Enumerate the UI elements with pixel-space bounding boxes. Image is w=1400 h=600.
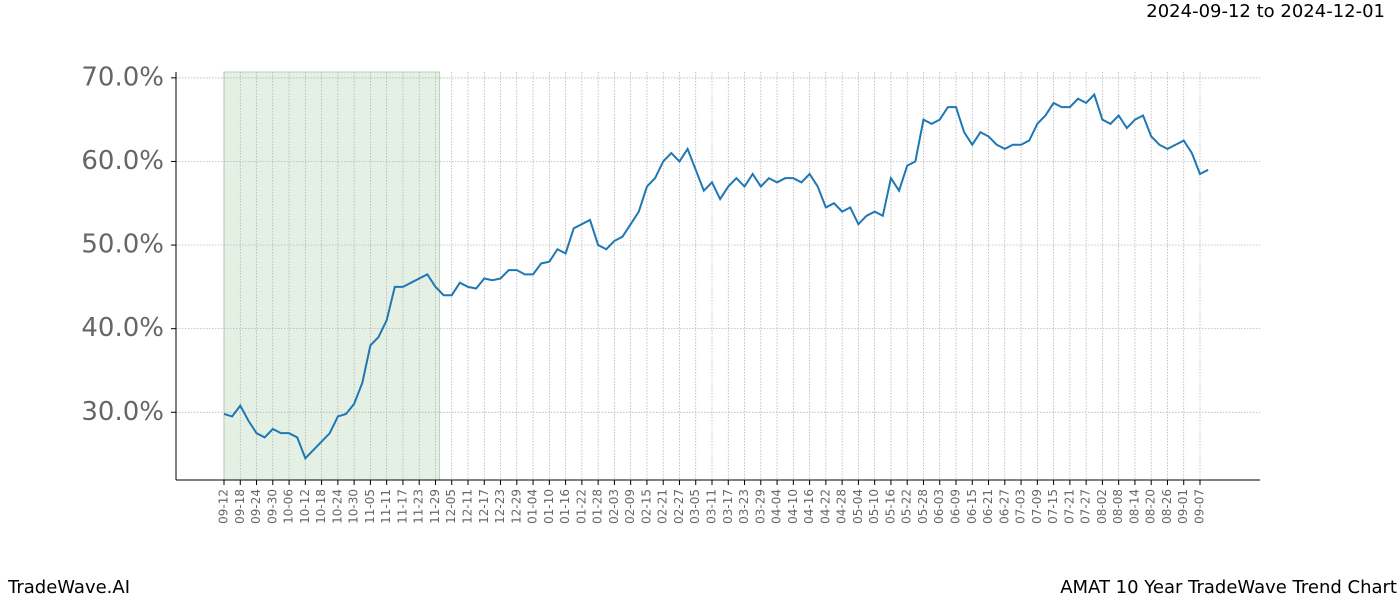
x-tick-label: 08-26 (1160, 489, 1174, 524)
x-tick-label: 07-27 (1079, 489, 1093, 524)
x-tick-label: 05-16 (883, 489, 897, 524)
y-tick-label: 70.0% (81, 62, 164, 92)
highlight-span (223, 71, 441, 481)
x-tick-label: 02-27 (672, 489, 686, 524)
x-tick-label: 06-09 (949, 489, 963, 524)
x-tick-label: 09-30 (265, 489, 279, 524)
trend-line (223, 92, 1209, 461)
x-tick-label: 01-28 (591, 489, 605, 524)
x-tick-label: 09-12 (217, 489, 231, 524)
x-tick-label: 04-22 (818, 489, 832, 524)
x-tick-label: 02-03 (607, 489, 621, 524)
x-tick-label: 08-02 (1095, 489, 1109, 524)
x-tick-label: 11-05 (363, 489, 377, 524)
x-tick-label: 07-21 (1062, 489, 1076, 524)
x-tick-label: 04-10 (786, 489, 800, 524)
x-tick-label: 08-08 (1111, 489, 1125, 524)
x-tick-label: 05-22 (900, 489, 914, 524)
x-tick-label: 07-03 (1014, 489, 1028, 524)
x-tick-label: 01-16 (558, 489, 572, 524)
x-tick-label: 12-29 (509, 489, 523, 524)
x-tick-label: 11-23 (412, 489, 426, 524)
x-tick-label: 01-10 (542, 489, 556, 524)
x-tick-label: 10-12 (298, 489, 312, 524)
x-tick-label: 05-28 (916, 489, 930, 524)
x-tick-label: 07-15 (1046, 489, 1060, 524)
x-tick-label: 10-24 (330, 489, 344, 524)
x-tick-label: 06-27 (997, 489, 1011, 524)
x-tick-label: 06-21 (981, 489, 995, 524)
x-tick-label: 03-17 (721, 489, 735, 524)
x-tick-label: 12-17 (477, 489, 491, 524)
x-tick-label: 03-11 (705, 489, 719, 524)
x-tick-label: 04-04 (770, 489, 784, 524)
x-tick-label: 08-14 (1127, 489, 1141, 524)
x-tick-label: 09-07 (1193, 489, 1207, 524)
x-tick-label: 03-23 (737, 489, 751, 524)
x-tick-label: 11-11 (379, 489, 393, 524)
footer-right: AMAT 10 Year TradeWave Trend Chart (1060, 577, 1397, 598)
x-tick-label: 03-05 (688, 489, 702, 524)
x-tick-label: 02-21 (656, 489, 670, 524)
x-tick-label: 05-10 (867, 489, 881, 524)
x-tick-label: 04-28 (835, 489, 849, 524)
x-tick-label: 04-16 (802, 489, 816, 524)
y-tick-label: 30.0% (81, 397, 164, 427)
x-tick-label: 06-03 (932, 489, 946, 524)
x-tick-label: 03-29 (753, 489, 767, 524)
x-tick-label: 02-09 (623, 489, 637, 524)
y-tick-label: 40.0% (81, 313, 164, 343)
x-tick-label: 01-22 (574, 489, 588, 524)
x-tick-label: 12-05 (444, 489, 458, 524)
x-tick-label: 12-11 (461, 489, 475, 524)
x-tick-label: 09-18 (233, 489, 247, 524)
x-tick-label: 06-15 (965, 489, 979, 524)
x-tick-label: 07-09 (1030, 489, 1044, 524)
x-tick-label: 05-04 (851, 489, 865, 524)
x-tick-label: 01-04 (526, 489, 540, 524)
x-tick-label: 11-17 (395, 489, 409, 524)
x-tick-label: 10-30 (347, 489, 361, 524)
x-tick-label: 02-15 (639, 489, 653, 524)
x-tick-label: 09-24 (249, 489, 263, 524)
x-tick-label: 08-20 (1144, 489, 1158, 524)
y-tick-label: 50.0% (81, 230, 164, 260)
x-tick-label: 11-29 (428, 489, 442, 524)
x-tick-label: 10-18 (314, 489, 328, 524)
x-tick-label: 10-06 (282, 489, 296, 524)
x-tick-label: 12-23 (493, 489, 507, 524)
x-tick-label: 09-01 (1176, 489, 1190, 524)
y-tick-label: 60.0% (81, 146, 164, 176)
chart-title: 2024-09-12 to 2024-12-01 (1146, 1, 1385, 22)
footer-left: TradeWave.AI (7, 577, 130, 598)
